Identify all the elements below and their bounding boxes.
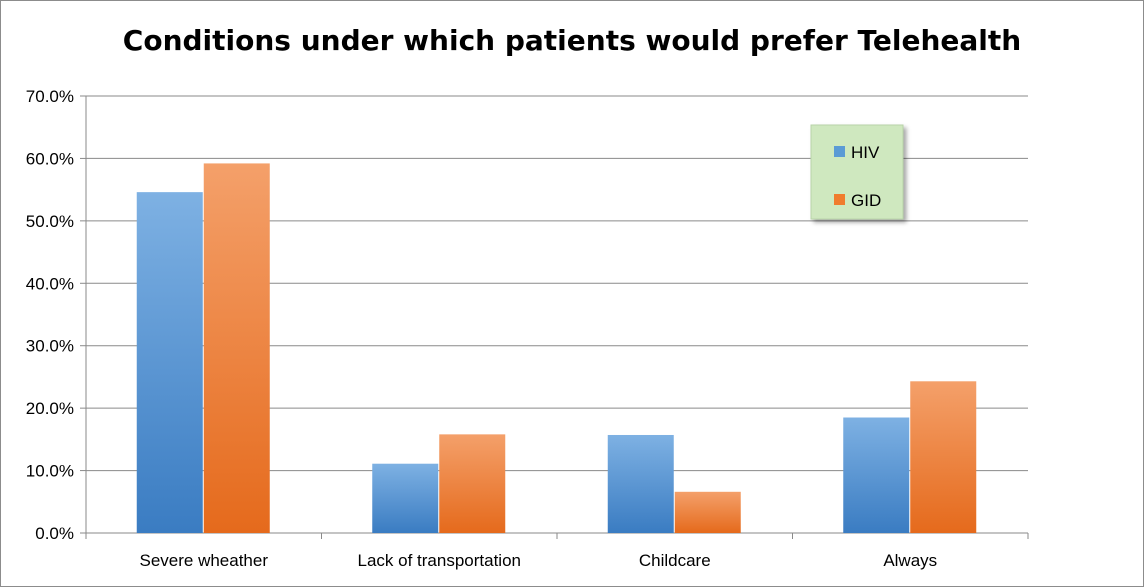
bar-gid-1: [439, 434, 506, 533]
bar-hiv-3: [843, 417, 910, 533]
legend: HIV GID: [810, 124, 904, 220]
y-tick-label: 0.0%: [35, 524, 74, 543]
legend-label-gid: GID: [851, 191, 881, 210]
chart-title: Conditions under which patients would pr…: [122, 24, 1022, 57]
bar-gid-2: [674, 491, 741, 533]
bar-hiv-0: [136, 192, 203, 533]
x-tick-label: Severe wheather: [139, 551, 268, 570]
y-tick-label: 60.0%: [26, 149, 74, 168]
y-tick-label: 30.0%: [26, 337, 74, 356]
bar-hiv-1: [372, 463, 439, 533]
x-tick-label: Childcare: [639, 551, 711, 570]
y-tick-label: 70.0%: [26, 87, 74, 106]
bar-gid-0: [203, 163, 270, 533]
y-tick-label: 20.0%: [26, 399, 74, 418]
bar-gid-3: [910, 381, 977, 533]
legend-box: [810, 124, 904, 220]
legend-swatch-gid: [834, 194, 845, 205]
x-tick-label: Lack of transportation: [358, 551, 521, 570]
legend-swatch-hiv: [834, 146, 845, 157]
bar-hiv-2: [607, 434, 674, 533]
y-tick-label: 40.0%: [26, 274, 74, 293]
y-tick-label: 10.0%: [26, 462, 74, 481]
x-tick-label: Always: [883, 551, 937, 570]
y-tick-label: 50.0%: [26, 212, 74, 231]
legend-label-hiv: HIV: [851, 143, 880, 162]
